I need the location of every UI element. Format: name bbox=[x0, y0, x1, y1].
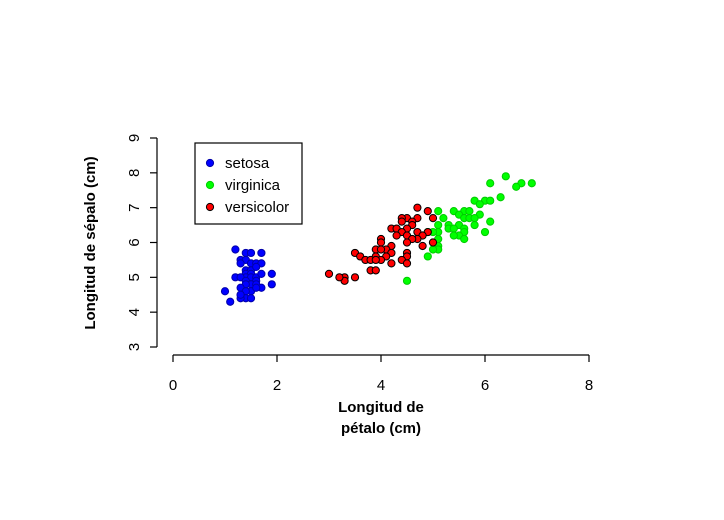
point-virginica-18 bbox=[470, 214, 479, 223]
y-tick-label: 3 bbox=[126, 343, 143, 351]
point-versicolor-5 bbox=[428, 214, 438, 223]
point-setosa-32 bbox=[252, 283, 261, 292]
point-setosa-20 bbox=[267, 269, 276, 278]
y-axis-title: Longitud de sépalo (cm) bbox=[82, 156, 99, 329]
point-versicolor-21 bbox=[402, 238, 412, 247]
x-ticks: 0 2 4 6 8 bbox=[169, 355, 593, 394]
point-virginica-3 bbox=[486, 179, 495, 188]
y-tick-label: 5 bbox=[126, 273, 143, 281]
point-versicolor-16 bbox=[392, 231, 401, 240]
point-virginica-43 bbox=[402, 276, 412, 285]
point-virginica-42 bbox=[423, 252, 432, 261]
point-versicolor-0 bbox=[413, 203, 422, 212]
point-versicolor-47 bbox=[371, 266, 380, 275]
x-tick-label: 6 bbox=[481, 377, 489, 394]
point-virginica-19 bbox=[439, 214, 448, 223]
point-setosa-9 bbox=[236, 259, 245, 268]
point-virginica-30 bbox=[480, 227, 490, 237]
point-versicolor-49 bbox=[335, 273, 344, 282]
x-tick-label: 0 bbox=[169, 377, 177, 394]
point-setosa-27 bbox=[267, 280, 276, 289]
y-tick-label: 9 bbox=[126, 134, 143, 142]
point-virginica-41 bbox=[428, 245, 438, 254]
point-versicolor-22 bbox=[428, 238, 438, 247]
point-setosa-39 bbox=[236, 290, 245, 299]
point-versicolor-23 bbox=[376, 238, 386, 247]
point-virginica-5 bbox=[496, 193, 505, 202]
point-virginica-2 bbox=[527, 179, 536, 188]
point-virginica-37 bbox=[460, 234, 469, 244]
legend-label-versicolor: versicolor bbox=[225, 199, 289, 216]
point-virginica-11 bbox=[465, 207, 474, 216]
point-setosa-0 bbox=[231, 245, 240, 254]
legend-label-setosa: setosa bbox=[225, 155, 270, 172]
legend-label-virginica: virginica bbox=[225, 177, 281, 194]
point-versicolor-40 bbox=[371, 255, 380, 265]
point-setosa-21 bbox=[257, 269, 266, 278]
point-versicolor-1 bbox=[423, 207, 432, 216]
point-versicolor-25 bbox=[418, 241, 427, 251]
data-points bbox=[220, 172, 536, 306]
x-axis-title-line-2: pétalo (cm) bbox=[341, 420, 421, 437]
point-setosa-3 bbox=[257, 248, 266, 258]
legend-marker-versicolor bbox=[205, 202, 215, 212]
y-tick-label: 7 bbox=[126, 203, 143, 211]
point-virginica-0 bbox=[501, 172, 510, 181]
point-virginica-27 bbox=[449, 224, 458, 233]
legend-marker-setosa bbox=[205, 158, 215, 168]
point-versicolor-28 bbox=[376, 245, 386, 254]
point-setosa-38 bbox=[226, 297, 235, 306]
y-tick-label: 4 bbox=[126, 308, 143, 316]
point-virginica-9 bbox=[475, 200, 484, 209]
point-versicolor-46 bbox=[324, 269, 334, 278]
point-virginica-4 bbox=[512, 182, 521, 191]
point-virginica-20 bbox=[486, 217, 495, 226]
point-versicolor-48 bbox=[402, 259, 412, 268]
legend-marker-virginica bbox=[205, 180, 215, 190]
point-virginica-8 bbox=[486, 196, 495, 205]
point-setosa-37 bbox=[220, 287, 230, 296]
y-ticks: 3 4 5 6 7 8 9 bbox=[126, 134, 157, 351]
point-virginica-34 bbox=[449, 231, 458, 240]
x-axis-title-line-1: Longitud de bbox=[338, 399, 424, 416]
x-tick-label: 2 bbox=[273, 377, 281, 394]
point-versicolor-41 bbox=[387, 259, 396, 268]
point-virginica-12 bbox=[434, 207, 443, 216]
y-tick-label: 8 bbox=[126, 169, 143, 177]
point-setosa-12 bbox=[252, 262, 261, 271]
point-setosa-36 bbox=[246, 294, 256, 303]
x-tick-label: 8 bbox=[585, 377, 593, 394]
point-versicolor-42 bbox=[350, 273, 360, 282]
point-versicolor-7 bbox=[397, 217, 406, 226]
legend: setosa virginica versicolor bbox=[194, 142, 303, 225]
point-virginica-24 bbox=[470, 220, 479, 230]
point-setosa-2 bbox=[246, 248, 256, 258]
point-virginica-22 bbox=[434, 220, 443, 230]
x-tick-label: 4 bbox=[377, 377, 385, 394]
y-tick-label: 6 bbox=[126, 238, 143, 246]
